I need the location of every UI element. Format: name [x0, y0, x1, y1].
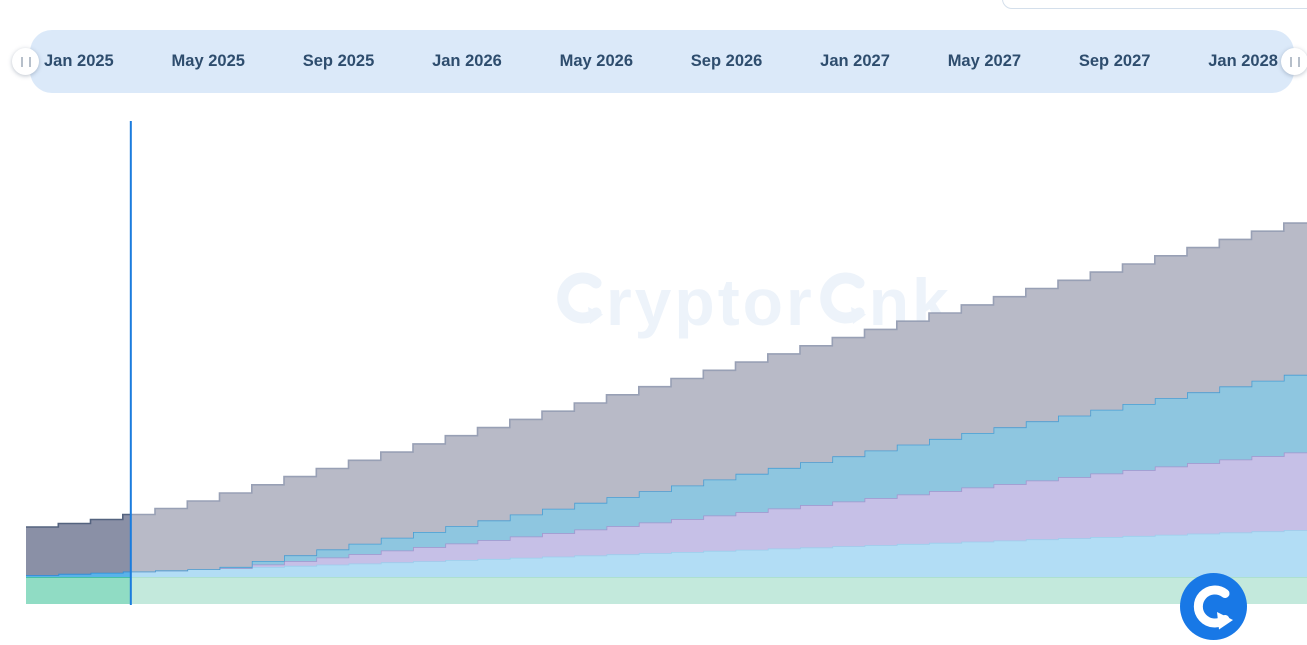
- slider-tick-label: May 2026: [559, 52, 633, 70]
- timeline-range-slider[interactable]: Jan 2025 May 2025 Sep 2025 Jan 2026 May …: [0, 0, 1307, 100]
- chart-region-past: [26, 513, 131, 604]
- cryptorank-logo-icon: [1180, 573, 1247, 640]
- gray-area-past: [26, 514, 131, 575]
- green-area-future: [130, 577, 1307, 604]
- drag-grip-icon: [20, 56, 31, 67]
- slider-handle-left[interactable]: [12, 48, 39, 75]
- cryptorank-c-arrow-icon: [820, 272, 866, 324]
- slider-handle-right[interactable]: [1281, 48, 1307, 75]
- slider-tick-label: Jan 2027: [820, 52, 890, 70]
- slider-tick-label: May 2027: [947, 52, 1022, 70]
- chart-region-future: [130, 222, 1307, 604]
- purple-area-future: [130, 452, 1307, 572]
- partial-panel-top-right: [1002, 0, 1307, 9]
- green-area-past: [26, 577, 131, 604]
- slider-tick-label: Jan 2028: [1208, 52, 1278, 70]
- slider-tick-label: May 2025: [171, 52, 245, 70]
- cryptorank-c-arrow-icon: [557, 272, 603, 324]
- gray-area-future: [130, 223, 1307, 572]
- gray-edge-future: [130, 222, 1307, 516]
- watermark-text: ryptor: [606, 265, 815, 339]
- blue-area-future: [130, 374, 1307, 572]
- slider-tick-label: Jan 2025: [44, 52, 114, 70]
- slider-tick-label: Sep 2026: [690, 52, 763, 70]
- slider-tick-label: Sep 2025: [302, 52, 375, 70]
- slider-rail[interactable]: Jan 2025 May 2025 Sep 2025 Jan 2026 May …: [30, 30, 1294, 93]
- slider-tick-label: Sep 2027: [1078, 52, 1151, 70]
- light-blue-area-future: [130, 530, 1307, 577]
- slider-tick-label: Jan 2026: [432, 52, 502, 70]
- drag-grip-icon: [1289, 56, 1300, 67]
- cryptorank-logo[interactable]: [1180, 573, 1247, 640]
